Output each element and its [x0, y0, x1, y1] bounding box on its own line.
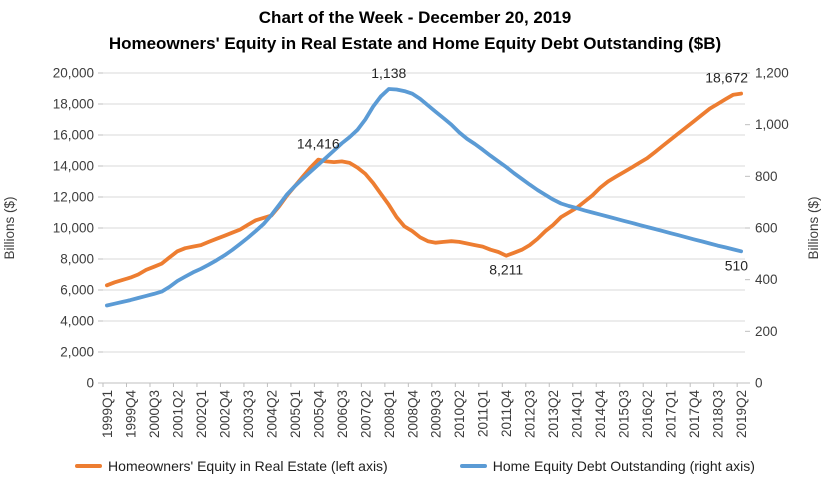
y-axis-tick-label-right: 200 [755, 324, 778, 339]
y-axis-tick-label-left: 12,000 [53, 190, 94, 205]
debt-line [105, 87, 743, 308]
x-axis-tick-label: 2017Q4 [687, 390, 702, 439]
y-axis-tick-label-left: 0 [86, 376, 94, 391]
chart-title-block: Chart of the Week - December 20, 2019 Ho… [0, 5, 830, 57]
x-axis-tick-label: 1999Q4 [123, 390, 138, 439]
y-axis-title-right: Billions ($) [806, 196, 821, 259]
data-label: 18,672 [705, 70, 748, 86]
chart-canvas: 0 2,000 4,000 6,000 8,000 10,000 12,000 14,000 1… [2, 65, 821, 439]
y-axis-tick-label-left: 20,000 [53, 66, 94, 81]
x-axis-tick-label: 2019Q2 [734, 390, 749, 438]
y-axis-tick-label-left: 10,000 [53, 221, 94, 236]
equity-line-swatch-icon [75, 464, 103, 468]
x-axis-tick-label: 2006Q3 [335, 390, 350, 438]
x-axis-tick-label: 2009Q3 [429, 390, 444, 438]
y-axis-title-left: Billions ($) [2, 196, 17, 259]
x-axis-tick-label: 2007Q2 [358, 390, 373, 438]
x-axis-tick-label: 2003Q3 [241, 390, 256, 438]
legend-label-debt: Home Equity Debt Outstanding (right axis… [492, 458, 755, 474]
y-axis-tick-label-right: 600 [755, 221, 778, 236]
x-axis-tick-label: 2008Q4 [405, 390, 420, 439]
data-label: 1,138 [371, 65, 406, 81]
x-axis-tick-label: 2016Q2 [640, 390, 655, 438]
y-axis-tick-label-right: 400 [755, 272, 778, 287]
x-axis-tick-label: 2008Q1 [382, 390, 397, 438]
x-axis-tick-label: 2005Q4 [311, 390, 326, 439]
y-axis-tick-label-right: 1,200 [755, 66, 789, 81]
x-axis-tick-label: 2011Q1 [476, 390, 491, 437]
y-axis-tick-label-left: 14,000 [53, 159, 94, 174]
y-axis-tick-label-right: 0 [755, 376, 763, 391]
x-axis-tick-label: 2002Q1 [194, 390, 209, 438]
y-axis-tick-label-left: 16,000 [53, 128, 94, 143]
legend-item-equity: Homeowners' Equity in Real Estate (left … [75, 458, 388, 474]
data-label: 8,211 [489, 262, 523, 278]
x-axis-tick-label: 2014Q4 [593, 390, 608, 439]
x-axis-tick-label: 2015Q3 [617, 390, 632, 438]
data-label: 14,416 [297, 136, 340, 152]
x-axis-tick-label: 2014Q1 [570, 390, 585, 438]
x-axis-tick-label: 2002Q4 [217, 390, 232, 439]
equity-line [105, 91, 743, 288]
y-axis-tick-label-right: 1,000 [755, 117, 789, 132]
y-axis-tick-label-left: 4,000 [60, 314, 94, 329]
x-axis-tick-label: 2013Q2 [546, 390, 561, 438]
x-axis-tick-label: 2011Q4 [499, 390, 514, 438]
y-axis-tick-label-left: 6,000 [60, 283, 94, 298]
x-axis-tick-label: 2018Q3 [711, 390, 726, 438]
debt-line-swatch-icon [459, 464, 487, 468]
y-axis-tick-label-left: 2,000 [60, 345, 94, 360]
chart-subtitle: Homeowners' Equity in Real Estate and Ho… [108, 34, 722, 53]
y-axis-tick-label-right: 800 [755, 169, 778, 184]
chart-title: Chart of the Week - December 20, 2019 [258, 8, 572, 27]
x-axis-tick-label: 2010Q2 [452, 390, 467, 438]
legend-label-equity: Homeowners' Equity in Real Estate (left … [108, 458, 388, 474]
x-axis-tick-label: 2012Q3 [523, 390, 538, 438]
x-axis-tick-label: 1999Q1 [100, 390, 115, 438]
chart-legend: Homeowners' Equity in Real Estate (left … [0, 458, 830, 474]
data-label: 510 [725, 257, 749, 273]
x-axis-tick-label: 2017Q1 [664, 390, 679, 438]
legend-item-debt: Home Equity Debt Outstanding (right axis… [459, 458, 755, 474]
y-axis-tick-label-left: 8,000 [60, 252, 94, 267]
x-axis-tick-label: 2001Q2 [170, 390, 185, 438]
y-axis-tick-label-left: 18,000 [53, 97, 94, 112]
x-axis-tick-label: 2000Q3 [147, 390, 162, 438]
x-axis-tick-label: 2004Q2 [264, 390, 279, 438]
x-axis-tick-label: 2005Q1 [288, 390, 303, 438]
